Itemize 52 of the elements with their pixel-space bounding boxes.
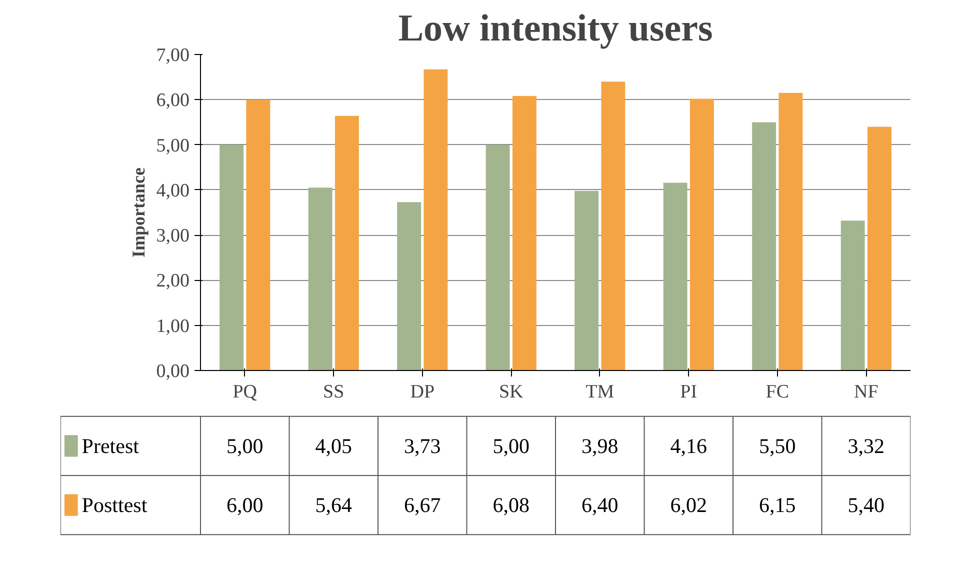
data-label: 6,08 [492, 493, 530, 518]
data-label: 6,15 [759, 493, 796, 518]
x-tick-label: SS [323, 382, 344, 402]
y-tick-label: 3,00 [156, 226, 190, 247]
x-tick-label: DP [410, 382, 435, 402]
bar [220, 144, 244, 370]
bar [601, 82, 626, 370]
data-label: 4,16 [670, 434, 707, 458]
y-tick-label: 2,00 [156, 270, 190, 292]
data-label: 3,98 [582, 434, 618, 458]
bar [663, 182, 688, 370]
x-tick-label: PI [680, 382, 698, 402]
x-tick-label: PQ [232, 382, 258, 402]
bar [690, 98, 714, 370]
y-tick-label: 6,00 [156, 90, 190, 112]
data-label: 5,00 [226, 434, 264, 458]
y-tick-label: 7,00 [156, 45, 190, 66]
data-label: 5,50 [759, 434, 796, 458]
x-tick-label: SK [498, 382, 524, 402]
data-label: 6,67 [404, 493, 441, 518]
bar [752, 122, 776, 370]
x-tick-label: TM [586, 382, 614, 402]
y-tick-label: 0,00 [156, 361, 190, 382]
bar [308, 188, 332, 370]
x-tick-label: FC [766, 382, 790, 402]
bar [246, 100, 270, 370]
chart-title: Low intensity users [398, 8, 713, 50]
bar [778, 92, 803, 370]
y-axis-title: Importance [128, 168, 148, 258]
bar [424, 69, 448, 370]
bar [512, 96, 536, 370]
data-label: 5,40 [848, 493, 884, 518]
data-label: 3,73 [404, 434, 441, 458]
bar [486, 144, 510, 370]
y-tick-label: 1,00 [156, 316, 190, 337]
bar [397, 202, 422, 370]
data-label: 6,02 [670, 493, 707, 518]
data-label: 5,00 [492, 434, 530, 458]
bar [867, 126, 892, 370]
bar [574, 190, 599, 370]
data-label: 6,00 [226, 493, 264, 518]
legend-label: Posttest [82, 493, 148, 518]
data-label: 5,64 [315, 493, 352, 518]
bar [840, 220, 865, 370]
data-label: 4,05 [315, 434, 352, 458]
x-tick-label: NF [854, 382, 878, 402]
data-label: 6,40 [582, 493, 618, 518]
y-tick-label: 5,00 [156, 135, 190, 156]
y-tick-label: 4,00 [156, 180, 190, 202]
data-label: 3,32 [848, 434, 884, 458]
legend-label: Pretest [82, 434, 140, 458]
bar [334, 116, 359, 370]
